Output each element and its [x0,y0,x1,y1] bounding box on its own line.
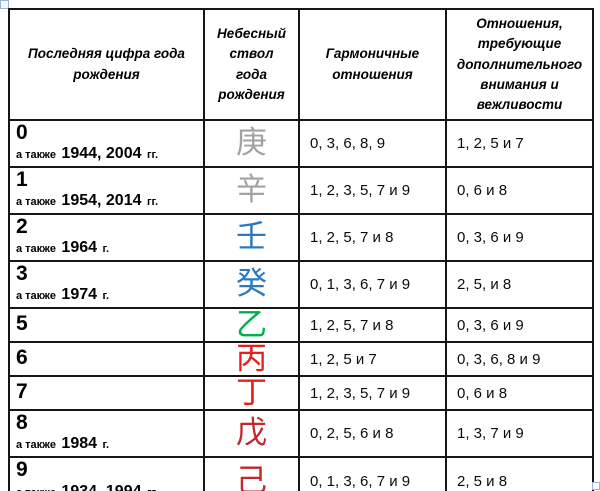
digit-label: 2 [16,215,28,239]
attention-cell: 0, 6 и 8 [445,375,594,412]
digit-label: 0 [16,121,28,145]
also-suffix: г. [102,290,110,303]
also-years-line: а также 1974 г. [16,286,197,304]
also-years: 1954, 2014 [61,192,142,210]
stem-character: 庚 [236,125,267,162]
also-suffix: гг. [146,149,159,162]
header-row: Последняя цифра года рождения Небесный с… [8,7,594,122]
year-digit-cell: 7 [8,375,205,412]
table-row: 8 а также 1984 г. 戊 0, 2, 5, 6 и 8 1, 3,… [8,409,594,459]
also-years-line: а также 1934, 1994 гг. [16,483,197,491]
stem-cell: 庚 [203,119,300,169]
table-row: 7 丁 1, 2, 3, 5, 7 и 9 0, 6 и 8 [8,375,594,412]
table-row: 1 а также 1954, 2014 гг. 辛 1, 2, 3, 5, 7… [8,166,594,216]
also-years: 1944, 2004 [61,145,142,163]
harmonious-cell: 1, 2, 3, 5, 7 и 9 [298,375,447,412]
year-digit-cell: 0 а также 1944, 2004 гг. [8,119,205,169]
table-row: 3 а также 1974 г. 癸 0, 1, 3, 6, 7 и 9 2,… [8,260,594,310]
harmonious-cell: 0, 2, 5, 6 и 8 [298,409,447,459]
year-digit-cell: 6 [8,341,205,378]
table-row: 6 丙 1, 2, 5 и 7 0, 3, 6, 8 и 9 [8,341,594,378]
attention-cell: 2, 5, и 8 [445,260,594,310]
also-years-line: а также 1964 г. [16,239,197,257]
year-digit-cell: 8 а также 1984 г. [8,409,205,459]
also-suffix: г. [102,439,110,452]
digit-label: 8 [16,411,28,435]
year-digit-cell: 2 а также 1964 г. [8,213,205,263]
header-heavenly-stem: Небесный ствол года рождения [203,7,300,122]
attention-cell: 1, 3, 7 и 9 [445,409,594,459]
also-prefix: а также [16,290,56,303]
attention-cell: 0, 3, 6 и 9 [445,213,594,263]
stems-table: Последняя цифра года рождения Небесный с… [8,7,594,491]
table-row: 5 乙 1, 2, 5, 7 и 8 0, 3, 6 и 9 [8,307,594,344]
digit-label: 7 [16,380,28,404]
table-row: 0 а также 1944, 2004 гг. 庚 0, 3, 6, 8, 9… [8,119,594,169]
also-years-line: а также 1954, 2014 гг. [16,192,197,210]
also-prefix: а также [16,149,56,162]
digit-label: 5 [16,312,28,336]
also-years: 1964 [61,239,98,257]
attention-cell: 0, 6 и 8 [445,166,594,216]
attention-cell: 1, 2, 5 и 7 [445,119,594,169]
also-prefix: а также [16,439,56,452]
table-body: 0 а также 1944, 2004 гг. 庚 0, 3, 6, 8, 9… [8,119,594,491]
harmonious-cell: 0, 1, 3, 6, 7 и 9 [298,260,447,310]
also-years-line: а также 1944, 2004 гг. [16,145,197,163]
digit-label: 9 [16,458,28,482]
harmonious-cell: 0, 1, 3, 6, 7 и 9 [298,456,447,491]
stem-character: 戊 [236,415,267,452]
also-prefix: а также [16,243,56,256]
table-move-handle[interactable] [0,0,9,9]
also-years-line: а также 1984 г. [16,435,197,453]
harmonious-cell: 1, 2, 5, 7 и 8 [298,213,447,263]
also-suffix: г. [102,243,110,256]
attention-cell: 0, 3, 6, 8 и 9 [445,341,594,378]
attention-cell: 0, 3, 6 и 9 [445,307,594,344]
stem-cell: 乙 [203,307,300,344]
year-digit-cell: 3 а также 1974 г. [8,260,205,310]
stem-character: 壬 [236,219,267,256]
year-digit-cell: 9 а также 1934, 1994 гг. [8,456,205,491]
stem-character: 癸 [236,266,267,303]
stem-character: 丙 [236,342,267,377]
year-digit-cell: 5 [8,307,205,344]
also-prefix: а также [16,487,56,491]
header-harmonious: Гармоничные отношения [298,7,447,122]
digit-label: 6 [16,346,28,370]
table-resize-handle[interactable] [592,482,600,490]
stem-cell: 戊 [203,409,300,459]
header-last-digit: Последняя цифра года рождения [8,7,205,122]
table-row: 2 а также 1964 г. 壬 1, 2, 5, 7 и 8 0, 3,… [8,213,594,263]
stem-character: 乙 [236,308,267,343]
stem-cell: 壬 [203,213,300,263]
stem-character: 辛 [236,172,267,209]
attention-cell: 2, 5 и 8 [445,456,594,491]
also-years: 1984 [61,435,98,453]
year-digit-cell: 1 а также 1954, 2014 гг. [8,166,205,216]
harmonious-cell: 0, 3, 6, 8, 9 [298,119,447,169]
digit-label: 3 [16,262,28,286]
header-attention: Отношения, требующие дополнительного вни… [445,7,594,122]
also-years: 1934, 1994 [61,483,141,491]
stem-cell: 丁 [203,375,300,412]
stem-cell: 丙 [203,341,300,378]
also-suffix: гг. [146,196,159,209]
also-suffix: гг. [147,487,158,491]
harmonious-cell: 1, 2, 5 и 7 [298,341,447,378]
stem-cell: 己 [203,456,300,491]
stem-character: 己 [236,462,267,491]
also-prefix: а также [16,196,56,209]
stem-cell: 辛 [203,166,300,216]
stem-character: 丁 [236,376,267,411]
digit-label: 1 [16,168,28,192]
table-row: 9 а также 1934, 1994 гг. 己 0, 1, 3, 6, 7… [8,456,594,491]
harmonious-cell: 1, 2, 5, 7 и 8 [298,307,447,344]
harmonious-cell: 1, 2, 3, 5, 7 и 9 [298,166,447,216]
also-years: 1974 [61,286,98,304]
stem-cell: 癸 [203,260,300,310]
